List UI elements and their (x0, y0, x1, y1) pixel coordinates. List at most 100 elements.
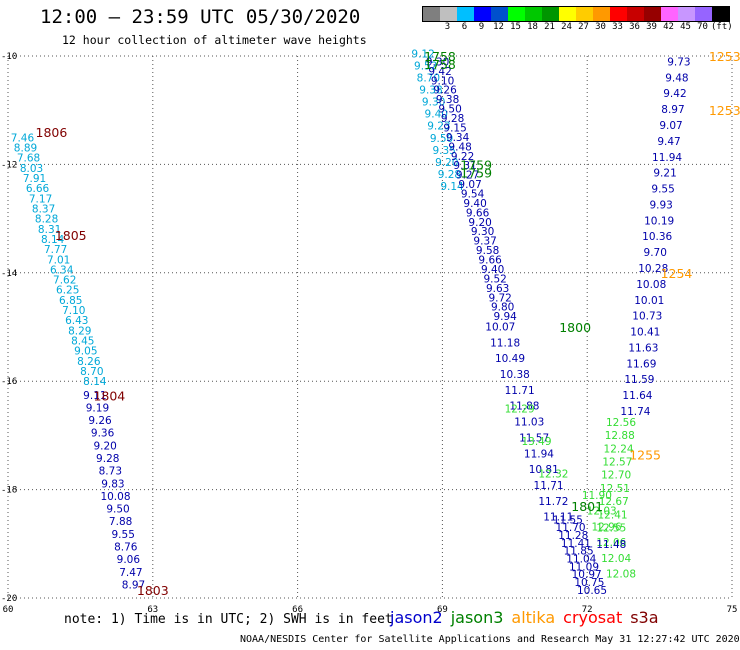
wave-height-label: 9.38 (419, 85, 442, 97)
chart-subtitle: 12 hour collection of altimeter wave hei… (62, 33, 367, 47)
legend-label: 30 (595, 22, 606, 32)
wave-height-label: 10.81 (529, 464, 559, 476)
y-tick-label: -18 (1, 486, 17, 496)
legend-label: 33 (612, 22, 623, 32)
wave-height-label: 10.36 (642, 231, 672, 243)
wave-height-label: 8.73 (99, 466, 122, 478)
legend-label: 12 (493, 22, 504, 32)
wave-height-label: 9.20 (435, 157, 458, 169)
wave-height-label: 13.49 (521, 436, 551, 448)
x-tick-label: 69 (437, 605, 448, 615)
wave-height-label: 9.14 (440, 181, 464, 193)
wave-height-label: 9.38 (436, 94, 459, 106)
wave-height-label: 8.70 (80, 366, 103, 378)
legend-swatch (712, 7, 729, 21)
wave-height-label: 9.35 (432, 145, 455, 157)
wave-height-label: 11.90 (582, 490, 612, 502)
legend-swatch (559, 7, 576, 21)
legend-swatch (525, 7, 542, 21)
wave-height-label: 12.04 (601, 553, 631, 565)
y-tick-label: -14 (1, 269, 17, 279)
wave-height-label: 9.23 (427, 121, 450, 133)
wave-height-label: 8.45 (71, 336, 94, 348)
wave-height-label: 12.88 (605, 430, 635, 442)
legend-label: 21 (544, 22, 555, 32)
wave-height-label: 9.31 (453, 160, 476, 172)
wave-height-label: 12.08 (606, 569, 636, 581)
y-tick-label: -10 (1, 52, 17, 62)
wave-height-label: 12.96 (591, 521, 621, 533)
satellite-name: cryosat (563, 608, 623, 627)
wave-height-label: 9.93 (649, 199, 672, 211)
time-label: 1759 (460, 157, 492, 172)
wave-height-label: 9.83 (101, 478, 124, 490)
wave-height-label: 9.36 (91, 428, 115, 440)
time-label: 1759 (460, 166, 492, 181)
legend-swatch (610, 7, 627, 21)
wave-height-label: 10.73 (632, 311, 662, 323)
wave-height-label: 8.97 (122, 579, 145, 591)
wave-height-label: 6.43 (65, 315, 88, 327)
wave-height-label: 9.26 (88, 415, 112, 427)
chart-title: 12:00 – 23:59 UTC 05/30/2020 (40, 6, 361, 28)
wave-height-label: 11.04 (566, 554, 596, 566)
legend-swatch (457, 7, 474, 21)
wave-height-label: 9.55 (112, 529, 135, 541)
wave-height-label: 7.47 (119, 567, 142, 579)
wave-height-label: 9.80 (491, 302, 514, 314)
wave-height-label: 6.85 (59, 295, 82, 307)
legend-swatch (440, 7, 457, 21)
wave-height-label: 9.27 (456, 170, 479, 182)
wave-height-label: 11.88 (509, 401, 539, 413)
legend-label: 39 (646, 22, 657, 32)
wave-height-label: 10.49 (495, 353, 525, 365)
wave-height-label: 10.41 (630, 327, 660, 339)
legend-label: 18 (527, 22, 538, 32)
legend-swatch (423, 7, 440, 21)
wave-height-label: 11.41 (561, 538, 591, 550)
x-tick-label: 72 (582, 605, 593, 615)
wave-height-label: 9.66 (478, 255, 502, 267)
satellite-name: s3a (630, 608, 659, 627)
wave-height-label: 6.34 (50, 264, 74, 276)
wave-height-label: 10.75 (574, 577, 604, 589)
legend-swatch (474, 7, 491, 21)
wave-height-label: 9.66 (466, 207, 490, 219)
wave-height-label: 10.38 (500, 369, 530, 381)
wave-height-label: 7.62 (53, 275, 76, 287)
wave-height-label: 6.66 (26, 183, 50, 195)
wave-height-label: 8.37 (32, 203, 55, 215)
wave-height-label: 8.29 (68, 325, 91, 337)
legend-swatch (644, 7, 661, 21)
wave-height-label: 11.28 (558, 530, 588, 542)
wave-height-label: 11.55 (553, 514, 583, 526)
wave-height-label: 10.65 (577, 585, 607, 597)
legend-label: 15 (510, 22, 521, 32)
wave-height-label: 9.34 (446, 132, 470, 144)
wave-height-label: 9.48 (665, 72, 688, 84)
wave-height-label: 9.94 (493, 311, 517, 323)
time-label: 1801 (571, 499, 603, 514)
wave-height-label: 8.03 (20, 163, 43, 175)
wave-height-label: 9.73 (667, 56, 690, 68)
wave-height-label: 9.50 (430, 133, 453, 145)
wave-height-label: 12.24 (604, 443, 634, 455)
wave-height-label: 9.47 (657, 136, 680, 148)
wave-height-label: 9.11 (83, 390, 106, 402)
wave-height-label: 9.26 (433, 85, 457, 97)
time-label: 1255 (629, 447, 661, 462)
wave-height-label: 9.22 (451, 151, 474, 163)
color-scale-labels: 3 6 9 12 15 18 21 24 27 30 33 36 39 42 45 70 (ft) (422, 22, 733, 32)
wave-height-label: 9.63 (486, 283, 509, 295)
time-label: 1253 (709, 103, 740, 118)
legend-label: 24 (561, 22, 572, 32)
wave-height-label: 9.07 (659, 120, 682, 132)
wave-height-label: 9.37 (473, 236, 496, 248)
wave-height-label: 11.64 (622, 390, 652, 402)
wave-height-label: 8.31 (38, 224, 61, 236)
footer-credit: NOAA/NESDIS Center for Satellite Applica… (240, 634, 740, 645)
time-label: 1253 (709, 49, 740, 64)
wave-height-label: 11.70 (556, 522, 586, 534)
wave-height-label: 7.91 (23, 173, 46, 185)
wave-height-label: 10.07 (485, 321, 515, 333)
